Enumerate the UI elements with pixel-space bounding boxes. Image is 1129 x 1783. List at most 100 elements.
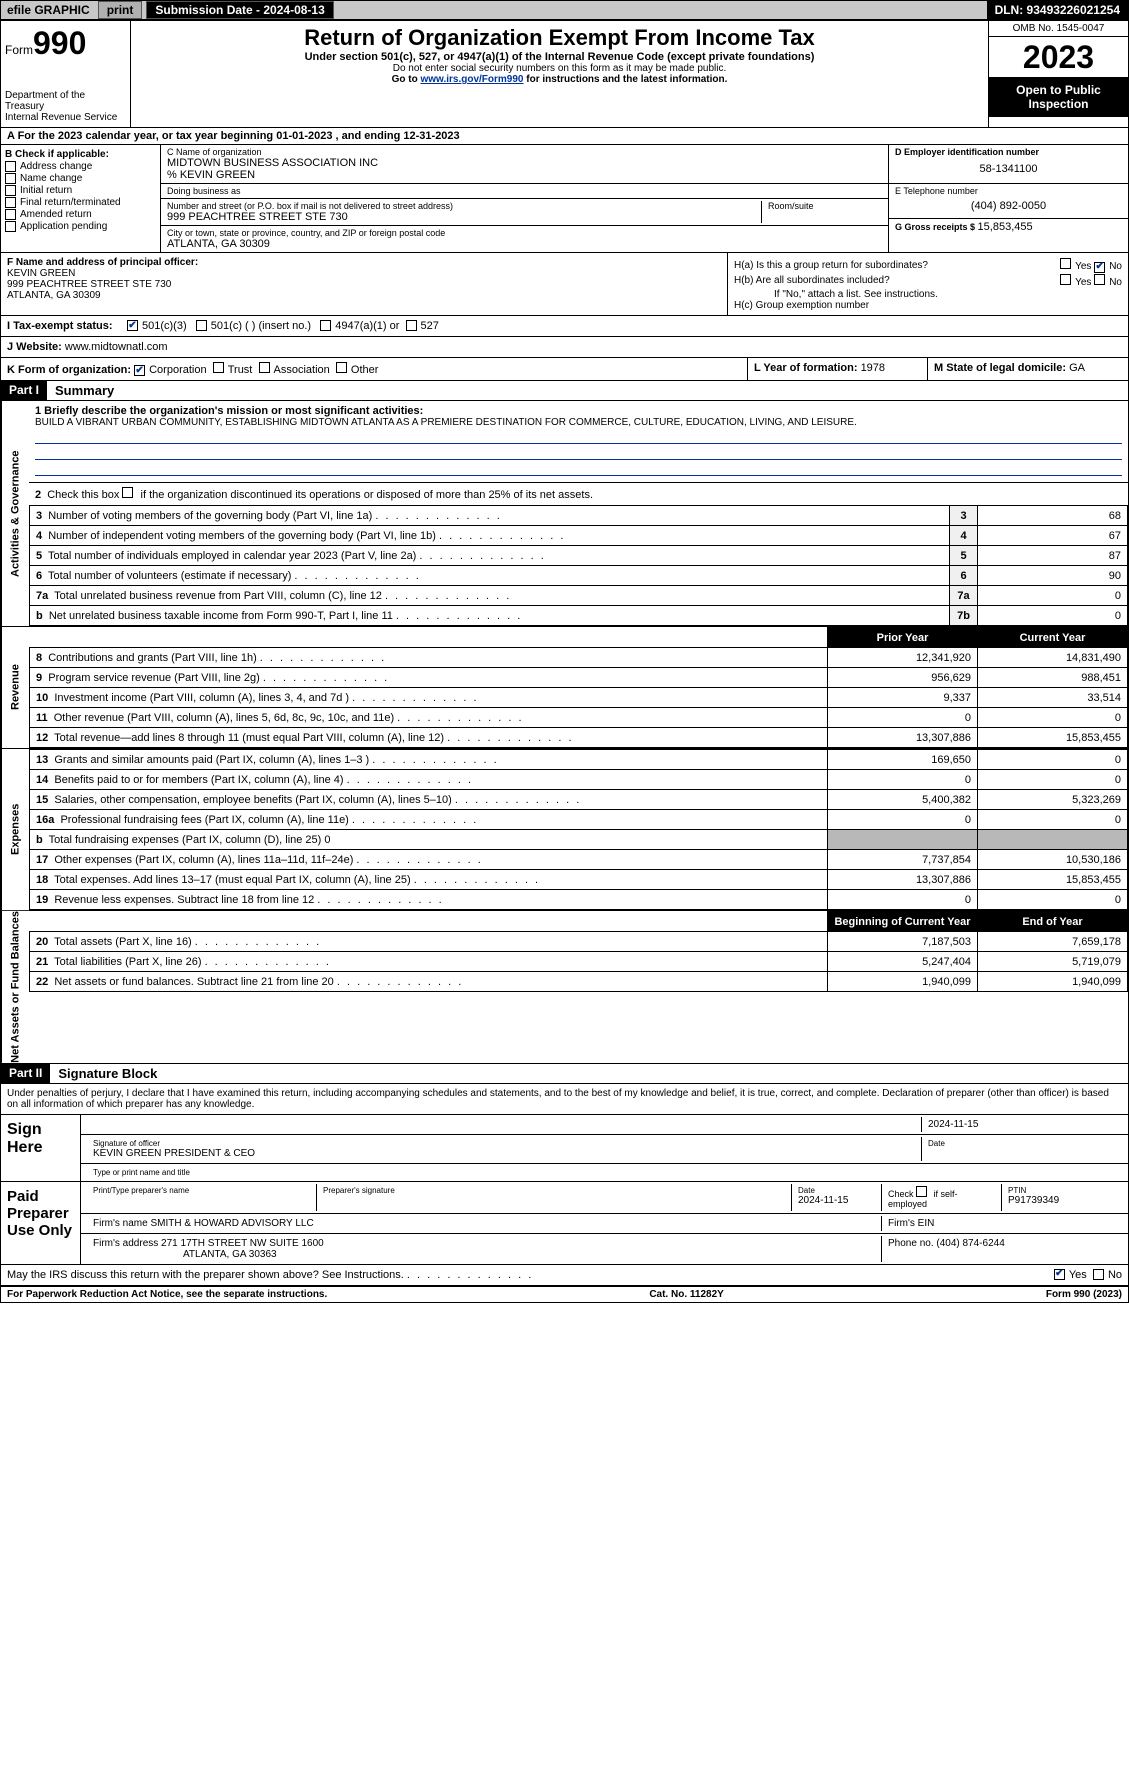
- org-name-cell: C Name of organization MIDTOWN BUSINESS …: [161, 145, 888, 184]
- ha-no-checkbox[interactable]: [1094, 262, 1105, 273]
- sig-officer-label: Signature of officer: [93, 1139, 915, 1148]
- 527-checkbox[interactable]: [406, 320, 417, 331]
- row-a-tax-year: A For the 2023 calendar year, or tax yea…: [1, 128, 1128, 145]
- table-row: 8 Contributions and grants (Part VIII, l…: [30, 648, 1128, 668]
- assoc-checkbox[interactable]: [259, 362, 270, 373]
- table-row: 6 Total number of volunteers (estimate i…: [30, 566, 1128, 586]
- website-value: www.midtownatl.com: [65, 341, 168, 353]
- 501c3-checkbox[interactable]: [127, 320, 138, 331]
- row-i: I Tax-exempt status: 501(c)(3) 501(c) ( …: [1, 316, 1128, 337]
- box-b-checkbox[interactable]: [5, 161, 16, 172]
- box-b: B Check if applicable: Address changeNam…: [1, 145, 161, 252]
- vtab-activities: Activities & Governance: [1, 401, 29, 626]
- hb-line: H(b) Are all subordinates included? Yes …: [734, 274, 1122, 288]
- table-row: 12 Total revenue—add lines 8 through 11 …: [30, 728, 1128, 748]
- vtab-expenses: Expenses: [1, 749, 29, 910]
- box-b-checkbox[interactable]: [5, 221, 16, 232]
- row-a-begin-date: 01-01-2023: [276, 130, 332, 142]
- form-number-block: Form990: [5, 25, 126, 62]
- inspection-label: Open to Public Inspection: [989, 77, 1128, 117]
- part1-label: Part I: [1, 381, 47, 400]
- rev-body: Prior YearCurrent Year8 Contributions an…: [29, 627, 1128, 748]
- ha-line: H(a) Is this a group return for subordin…: [734, 258, 1122, 273]
- box-l: L Year of formation: 1978: [748, 358, 928, 381]
- table-row: 16a Professional fundraising fees (Part …: [30, 810, 1128, 830]
- box-b-checkbox[interactable]: [5, 185, 16, 196]
- section-bcd: B Check if applicable: Address changeNam…: [1, 145, 1128, 253]
- mission-line-2: [35, 446, 1122, 460]
- gross-value: 15,853,455: [978, 221, 1033, 233]
- gross-label: G Gross receipts $: [895, 222, 978, 232]
- header-right: OMB No. 1545-0047 2023 Open to Public In…: [988, 21, 1128, 127]
- hb-checkboxes: Yes No: [1060, 274, 1122, 288]
- omb-number: OMB No. 1545-0047: [989, 21, 1128, 37]
- row-a-prefix: A For the 2023 calendar year, or tax yea…: [7, 130, 276, 142]
- box-b-checkbox[interactable]: [5, 209, 16, 220]
- sign-here-row: Sign Here 2024-11-15 Signature of office…: [1, 1115, 1128, 1182]
- box-b-item-label: Application pending: [20, 221, 107, 232]
- ha-yes-checkbox[interactable]: [1060, 258, 1071, 269]
- firm-addr1: 271 17TH STREET NW SUITE 1600: [161, 1238, 324, 1249]
- phone-value: (404) 874-6244: [936, 1238, 1004, 1249]
- box-b-item-label: Initial return: [20, 185, 72, 196]
- hb-no-checkbox[interactable]: [1094, 274, 1105, 285]
- 501c-label: 501(c) ( ) (insert no.): [211, 320, 311, 332]
- ptin-value: P91739349: [1008, 1195, 1116, 1206]
- discuss-label: May the IRS discuss this return with the…: [7, 1269, 404, 1281]
- room-label: Room/suite: [768, 201, 882, 211]
- part1-exp: Expenses 13 Grants and similar amounts p…: [1, 749, 1128, 911]
- prep-date-label: Date: [798, 1186, 875, 1195]
- part2-label: Part II: [1, 1064, 50, 1083]
- box-b-checkbox[interactable]: [5, 173, 16, 184]
- table-row: 17 Other expenses (Part IX, column (A), …: [30, 850, 1128, 870]
- irs-link[interactable]: www.irs.gov/Form990: [420, 74, 523, 85]
- prep-sig-label: Preparer's signature: [317, 1184, 792, 1211]
- line2-checkbox[interactable]: [122, 487, 133, 498]
- 501c-checkbox[interactable]: [196, 320, 207, 331]
- table-row: 9 Program service revenue (Part VIII, li…: [30, 668, 1128, 688]
- discuss-no-checkbox[interactable]: [1093, 1269, 1104, 1280]
- vtab-revenue: Revenue: [1, 627, 29, 748]
- box-b-checkbox[interactable]: [5, 197, 16, 208]
- corp-checkbox[interactable]: [134, 365, 145, 376]
- trust-label: Trust: [228, 364, 253, 376]
- part1-rev: Revenue Prior YearCurrent Year8 Contribu…: [1, 627, 1128, 749]
- box-f: F Name and address of principal officer:…: [1, 253, 728, 315]
- box-b-item: Name change: [5, 173, 156, 184]
- form-prefix: Form: [5, 43, 33, 57]
- no-label: No: [1109, 261, 1122, 272]
- box-m-label: M State of legal domicile:: [934, 362, 1069, 374]
- table-row: b Total fundraising expenses (Part IX, c…: [30, 830, 1128, 850]
- hb-yes-checkbox[interactable]: [1060, 274, 1071, 285]
- print-button[interactable]: print: [98, 1, 143, 19]
- footer-center: Cat. No. 11282Y: [649, 1289, 723, 1300]
- discuss-yes-checkbox[interactable]: [1054, 1269, 1065, 1280]
- self-employed-checkbox[interactable]: [916, 1186, 927, 1197]
- ag-table: 3 Number of voting members of the govern…: [29, 505, 1128, 626]
- table-row: 21 Total liabilities (Part X, line 26) 5…: [30, 952, 1128, 972]
- table-row: 11 Other revenue (Part VIII, column (A),…: [30, 708, 1128, 728]
- dba-cell: Doing business as: [161, 184, 888, 199]
- paid-preparer-content: Print/Type preparer's name Preparer's si…: [81, 1182, 1128, 1264]
- box-k: K Form of organization: Corporation Trus…: [1, 358, 748, 381]
- box-l-value: 1978: [861, 362, 885, 374]
- firm-addr2: ATLANTA, GA 30363: [93, 1249, 277, 1260]
- firm-name-label: Firm's name: [93, 1218, 150, 1229]
- assoc-label: Association: [274, 364, 330, 376]
- officer-addr2: ATLANTA, GA 30309: [7, 290, 721, 301]
- signature-block: Sign Here 2024-11-15 Signature of office…: [1, 1115, 1128, 1265]
- sig-date1: 2024-11-15: [922, 1117, 1122, 1132]
- officer-addr1: 999 PEACHTREE STREET STE 730: [7, 279, 721, 290]
- city-label: City or town, state or province, country…: [167, 228, 882, 238]
- trust-checkbox[interactable]: [213, 362, 224, 373]
- paid-preparer-label: Paid Preparer Use Only: [1, 1182, 81, 1264]
- form-note1: Do not enter social security numbers on …: [139, 63, 980, 74]
- 4947-checkbox[interactable]: [320, 320, 331, 331]
- other-checkbox[interactable]: [336, 362, 347, 373]
- ein-cell: D Employer identification number 58-1341…: [889, 145, 1128, 184]
- tel-cell: E Telephone number (404) 892-0050: [889, 184, 1128, 219]
- city-value: ATLANTA, GA 30309: [167, 238, 882, 250]
- yes-label: Yes: [1075, 261, 1091, 272]
- mission-block: 1 Briefly describe the organization's mi…: [29, 401, 1128, 482]
- firm-name: SMITH & HOWARD ADVISORY LLC: [150, 1218, 313, 1229]
